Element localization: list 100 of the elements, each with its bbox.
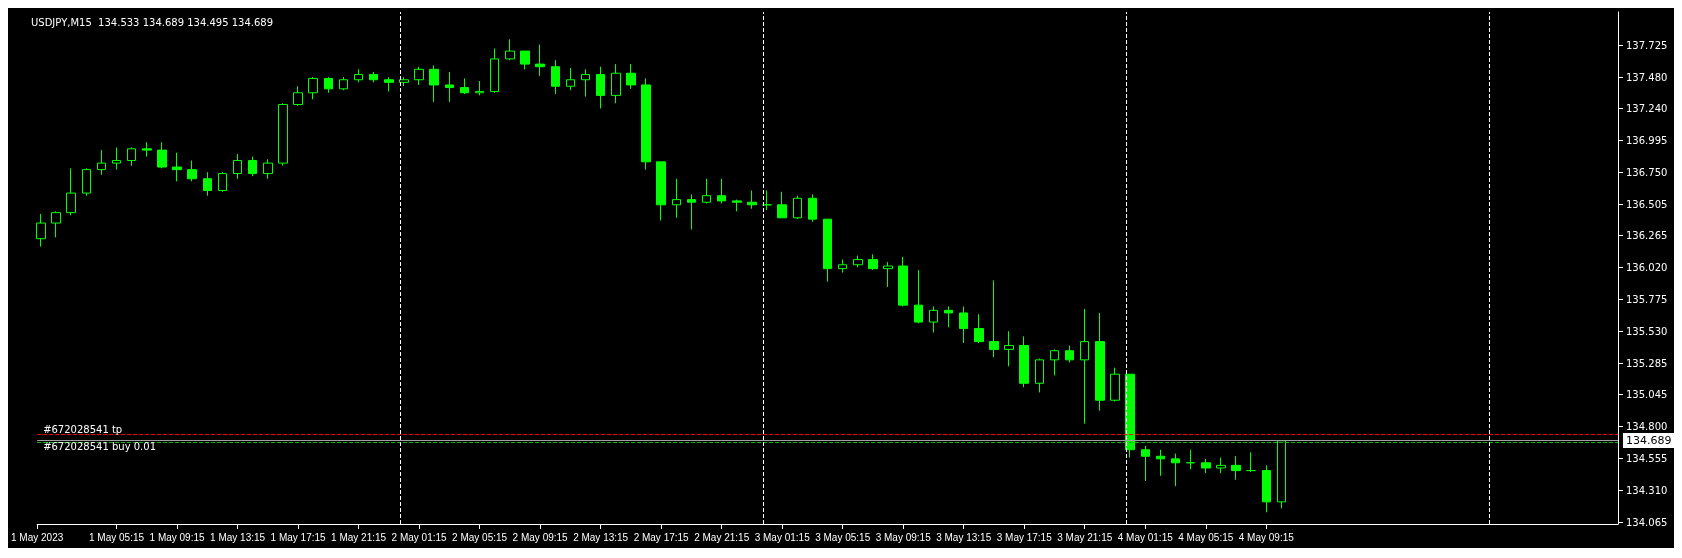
candlestick	[263, 158, 273, 180]
y-tick-label: 136.505	[1626, 198, 1668, 210]
y-tick-label: 134.800	[1626, 420, 1668, 432]
candlestick	[399, 76, 409, 87]
candlestick	[1110, 367, 1120, 403]
candlestick	[460, 77, 469, 95]
candlestick	[1156, 449, 1165, 477]
candlestick	[278, 102, 288, 167]
x-tick-label: 1 May 09:15	[149, 531, 206, 543]
x-tick-label: 3 May 13:15	[936, 531, 992, 543]
candlestick	[929, 305, 938, 333]
candlestick	[762, 189, 772, 211]
candlestick	[838, 259, 847, 274]
candlestick	[898, 256, 908, 307]
candlestick	[490, 47, 499, 94]
x-tick-label: 4 May 05:15	[1178, 531, 1234, 543]
candlestick	[157, 141, 167, 169]
candlestick	[974, 313, 984, 344]
candlestick	[429, 64, 439, 103]
candlestick	[369, 71, 378, 83]
x-tick-label: 1 May 13:15	[210, 531, 266, 543]
y-tick-label: 136.020	[1626, 261, 1668, 273]
candlestick	[808, 193, 817, 223]
y-tick-label: 136.750	[1626, 166, 1668, 178]
candlestick	[1231, 455, 1241, 481]
x-tick-label: 3 May 21:15	[1057, 531, 1113, 543]
ref-line-label: 134.689	[1626, 434, 1672, 448]
candlestick	[308, 76, 318, 100]
candlestick	[172, 152, 182, 182]
candlestick	[989, 279, 999, 358]
chart-title: USDJPY,M15 134.533 134.689 134.495 134.689	[31, 16, 274, 28]
x-tick-label: 2 May 17:15	[633, 531, 690, 543]
y-tick-label: 134.555	[1626, 452, 1668, 464]
x-tick-label: 2 May 01:15	[391, 531, 448, 543]
y-tick-label: 137.725	[1626, 39, 1668, 51]
candlestick	[1186, 449, 1195, 470]
candlestick	[1262, 464, 1271, 513]
y-tick-label: 137.240	[1626, 102, 1668, 114]
candlestick	[672, 178, 681, 219]
x-tick-label: 2 May 13:15	[573, 531, 629, 543]
candlestick	[1004, 330, 1014, 367]
candlestick	[1201, 458, 1211, 474]
candlestick	[581, 68, 590, 98]
candlestick	[187, 160, 197, 182]
candlestick	[914, 269, 923, 324]
y-tick-label: 136.265	[1626, 229, 1668, 241]
candlestick	[944, 305, 953, 328]
x-tick-label: 2 May 09:15	[512, 531, 569, 543]
candlestick	[1216, 457, 1226, 474]
y-tick-label: 135.775	[1626, 293, 1668, 305]
candlestick	[1141, 445, 1150, 482]
x-tick-label: 1 May 2023	[11, 531, 64, 543]
candlestick	[520, 50, 530, 70]
ref-line-label: #672028541 tp	[43, 423, 123, 435]
candlestick	[1035, 358, 1044, 393]
candlestick	[339, 76, 348, 91]
candlestick	[112, 146, 121, 171]
x-tick-label: 3 May 17:15	[996, 531, 1053, 543]
x-tick-label: 2 May 05:15	[452, 531, 508, 543]
candlestick	[596, 66, 605, 109]
candlestick	[1246, 451, 1256, 473]
candlestick	[233, 153, 242, 180]
candlestick	[97, 149, 106, 176]
candlestick	[883, 261, 893, 288]
candlestick	[248, 156, 257, 177]
candlestick	[611, 63, 621, 104]
candlestick	[142, 141, 152, 158]
candlestick	[823, 218, 832, 283]
x-tick-label: 3 May 01:15	[754, 531, 811, 543]
candlestick	[1080, 308, 1089, 425]
candlestick	[959, 305, 968, 344]
candlestick	[793, 195, 802, 220]
candlestick	[777, 191, 787, 219]
candlestick	[853, 255, 863, 268]
candlestick	[1125, 373, 1135, 459]
candlestick	[626, 63, 636, 90]
candlestick	[36, 213, 46, 247]
candlestick	[445, 71, 454, 103]
candlestick	[1171, 453, 1180, 487]
candlestick	[354, 68, 363, 83]
candlestick	[1050, 348, 1059, 376]
candlestick	[1277, 440, 1286, 509]
candlestick	[868, 253, 878, 271]
candlestick	[203, 171, 212, 197]
candlestick	[66, 167, 76, 216]
y-tick-label: 135.285	[1626, 357, 1668, 369]
candlestick	[82, 167, 91, 197]
candlestick	[414, 66, 424, 86]
y-tick-label: 135.530	[1626, 325, 1668, 337]
candlestick	[656, 161, 666, 221]
y-tick-label: 134.310	[1626, 484, 1668, 496]
candlestick	[566, 67, 575, 91]
y-tick-label: 135.045	[1626, 388, 1668, 400]
candlestick	[747, 189, 757, 210]
candlestick	[1019, 335, 1029, 388]
x-tick-label: 1 May 05:15	[89, 531, 145, 543]
candlestick	[717, 178, 726, 205]
candlestick	[1095, 312, 1105, 412]
candlestick	[218, 171, 227, 193]
candlestick	[702, 178, 711, 205]
